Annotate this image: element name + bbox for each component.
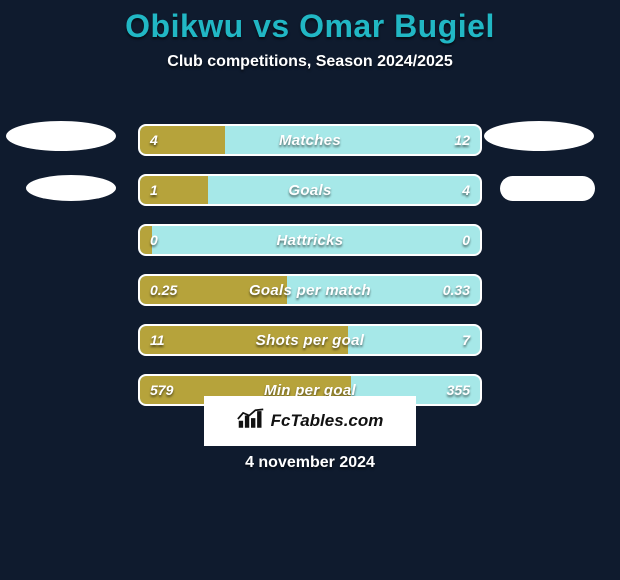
- stat-row-shots-per-goal: 11 Shots per goal 7: [138, 324, 482, 356]
- stat-right-value: 4: [462, 176, 470, 204]
- stat-right-value: 7: [462, 326, 470, 354]
- left-badge-2: [26, 175, 116, 201]
- comparison-infographic: Obikwu vs Omar Bugiel Club competitions,…: [0, 0, 620, 580]
- stat-right-value: 0: [462, 226, 470, 254]
- stat-right-value: 12: [454, 126, 470, 154]
- stat-right-value: 0.33: [443, 276, 470, 304]
- watermark: FcTables.com: [204, 396, 416, 446]
- date-text: 4 november 2024: [0, 454, 620, 472]
- page-subtitle: Club competitions, Season 2024/2025: [0, 53, 620, 71]
- watermark-text: FcTables.com: [271, 411, 384, 431]
- stat-row-goals: 1 Goals 4: [138, 174, 482, 206]
- stat-label: Hattricks: [140, 226, 480, 254]
- right-badge-1: [484, 121, 594, 151]
- stat-row-goals-per-match: 0.25 Goals per match 0.33: [138, 274, 482, 306]
- left-badge-1: [6, 121, 116, 151]
- stat-label: Goals per match: [140, 276, 480, 304]
- page-title: Obikwu vs Omar Bugiel: [0, 0, 620, 45]
- right-badge-2: [500, 176, 595, 201]
- stat-rows: 4 Matches 12 1 Goals 4 0 Hattricks 0 0.2…: [138, 124, 482, 424]
- stat-label: Matches: [140, 126, 480, 154]
- stat-label: Shots per goal: [140, 326, 480, 354]
- stat-row-matches: 4 Matches 12: [138, 124, 482, 156]
- bar-chart-icon: [237, 408, 265, 435]
- stat-right-value: 355: [447, 376, 470, 404]
- stat-label: Goals: [140, 176, 480, 204]
- stat-row-hattricks: 0 Hattricks 0: [138, 224, 482, 256]
